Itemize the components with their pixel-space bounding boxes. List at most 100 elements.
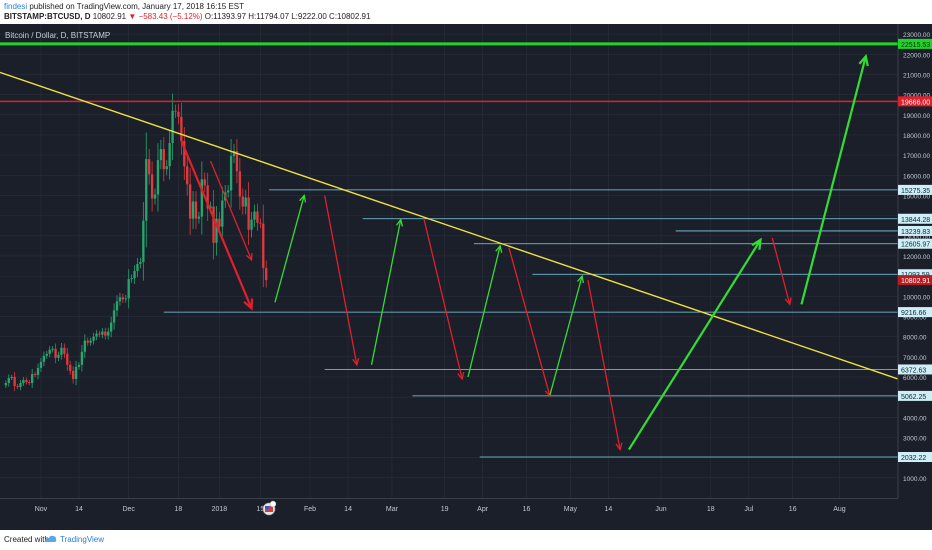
candle-body <box>188 184 192 219</box>
candle-body <box>235 151 239 172</box>
current-price-label-bg <box>898 275 932 286</box>
y-tick-label: 17000.00 <box>903 153 930 160</box>
candle-body <box>51 348 54 350</box>
horizontal-levels <box>0 42 898 458</box>
level-label-bg <box>898 390 932 401</box>
candle-body <box>226 190 230 193</box>
x-tick-label: 18 <box>175 506 183 513</box>
level-label-bg <box>898 269 932 280</box>
candle-body <box>42 355 46 362</box>
y-tick-label: 18000.00 <box>903 133 930 140</box>
level-price-labels: 22515.53 19666.00 15275.35 13844.28 13239.83… <box>898 38 932 463</box>
green-arrow-head <box>299 194 307 203</box>
x-tick-label: Aug <box>833 506 846 513</box>
x-tick-label: 16 <box>523 506 531 513</box>
level-label-bg <box>898 96 932 107</box>
candle-body <box>232 151 236 157</box>
level-label: 13844.28 <box>901 217 930 224</box>
candle-body <box>112 310 116 323</box>
y-tick-label: 20000.00 <box>903 93 930 100</box>
candle-body <box>86 340 89 343</box>
candle-body <box>48 349 51 354</box>
green-arrow-head <box>751 237 762 250</box>
y-tick-label: 23000.00 <box>903 32 930 39</box>
candle-body <box>200 179 204 217</box>
candle-body <box>80 351 84 365</box>
level-label-bg <box>898 364 932 375</box>
candle-body <box>104 331 107 336</box>
tradingview-logo-icon[interactable] <box>44 533 57 545</box>
red-arrow-line <box>324 195 358 365</box>
candle-body <box>57 354 60 358</box>
candle-body <box>156 160 160 195</box>
current-price-label: 10802.91 <box>901 278 930 285</box>
green-arrow-head <box>858 53 869 67</box>
candle-body <box>142 220 145 263</box>
green-arrow-line <box>274 195 305 303</box>
candle-body <box>19 383 22 388</box>
green-arrow-line <box>549 275 583 396</box>
level-label: 13239.83 <box>901 229 930 236</box>
price-chart[interactable]: 1000.002000.003000.004000.005000.006000.… <box>0 24 932 530</box>
created-with-text: Created with <box>4 535 49 544</box>
grid-lines <box>0 24 898 498</box>
x-tick-label: Feb <box>304 506 316 513</box>
candle-body <box>28 382 31 384</box>
candle-body <box>241 196 244 207</box>
candle-body <box>124 298 127 300</box>
candle-body <box>206 185 209 209</box>
candle-body <box>92 336 95 341</box>
candle-body <box>191 201 195 219</box>
level-label: 22515.53 <box>901 42 930 49</box>
candle-body <box>127 279 130 299</box>
candle-body <box>256 211 259 223</box>
chart-title: Bitcoin / Dollar, D, BITSTAMP <box>5 31 110 40</box>
candle-body <box>148 159 151 175</box>
y-tick-label: 15000.00 <box>903 193 930 200</box>
trendline[interactable] <box>0 71 899 380</box>
red-arrow-line <box>587 280 621 450</box>
green-arrow-line <box>800 55 867 305</box>
y-tick-label: 3000.00 <box>903 435 927 442</box>
candle-body <box>31 373 34 384</box>
level-label: 9216.66 <box>901 310 926 317</box>
candle-body <box>63 347 66 354</box>
candle-body <box>16 386 19 388</box>
candle-body <box>153 194 157 199</box>
candle-body <box>150 174 154 199</box>
tradingview-link[interactable]: TradingView <box>60 535 105 544</box>
candle-body <box>13 376 16 387</box>
time-axis[interactable]: Nov 14 Dec 18 2018 15 Feb 14 Mar 19 Apr 16 May 14 Jun 1… <box>35 506 846 513</box>
candle-body <box>186 166 189 185</box>
y-tick-label: 16000.00 <box>903 173 930 180</box>
candle-body <box>159 149 163 161</box>
x-tick-label: 16 <box>789 506 797 513</box>
green-arrow-line <box>370 219 402 366</box>
y-tick-label: 12000.00 <box>903 254 930 261</box>
x-tick-label: 14 <box>344 506 352 513</box>
candle-body <box>118 297 122 302</box>
candle-body <box>238 171 242 197</box>
projection-arrows[interactable] <box>180 53 869 452</box>
chart-area[interactable]: 1000.002000.003000.004000.005000.006000.… <box>0 24 932 530</box>
candle-body <box>39 361 43 368</box>
candle-body <box>265 268 268 281</box>
y-tick-label: 10000.00 <box>903 294 930 301</box>
candle-body <box>229 156 233 191</box>
down-arrow-icon: ▼ <box>128 12 137 21</box>
calendar-events-icon[interactable] <box>262 500 277 516</box>
level-label-bg <box>898 38 932 49</box>
level-label: 2032.22 <box>901 455 926 462</box>
red-arrow-head <box>245 252 253 262</box>
level-label-bg <box>898 184 932 195</box>
x-tick-label: 18 <box>707 506 715 513</box>
y-tick-label: 22000.00 <box>903 52 930 59</box>
x-tick-label: 14 <box>605 506 613 513</box>
candle-body <box>89 340 92 343</box>
price-change: −583.43 (−5.12%) <box>138 12 203 21</box>
author-link[interactable]: findesi <box>4 2 28 11</box>
candle-body <box>36 367 40 375</box>
candle-body <box>244 197 247 207</box>
level-label: 12605.97 <box>901 242 930 249</box>
candle-body <box>162 149 165 170</box>
